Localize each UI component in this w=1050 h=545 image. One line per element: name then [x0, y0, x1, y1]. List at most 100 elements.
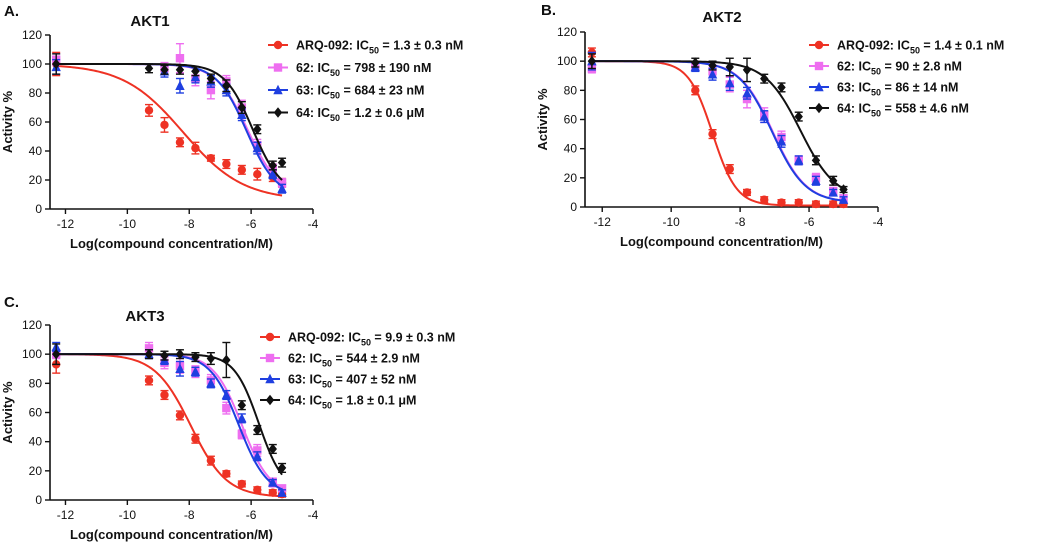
data-point [222, 159, 231, 169]
y-tick-label: 120 [22, 28, 42, 42]
data-point [691, 86, 700, 95]
legend-marker [814, 61, 824, 71]
legend-equals: = [379, 39, 393, 53]
y-tick-label: 20 [29, 464, 43, 478]
data-point [777, 82, 786, 93]
data-point [237, 400, 247, 411]
legend-ic50-subscript: 50 [322, 401, 332, 411]
data-point [268, 443, 277, 455]
data-point [253, 124, 262, 135]
data-point [175, 54, 185, 63]
legend-ic50-value: 798 ± 190 nM [354, 61, 431, 75]
legend-item-63: 63: IC50 = 407 ± 52 nM [260, 373, 416, 390]
legend-ic50-prefix: : IC [851, 102, 871, 116]
legend-item-62: 62: IC50 = 798 ± 190 nM [268, 61, 431, 78]
legend-item-64: 64: IC50 = 1.8 ± 0.1 μM [260, 394, 416, 411]
data-point [175, 363, 185, 373]
data-point [794, 155, 804, 165]
legend-ic50-subscript: 50 [322, 359, 332, 369]
legend-equals: = [881, 60, 895, 74]
x-tick-label: -6 [804, 215, 815, 229]
legend-equals: = [332, 394, 346, 408]
data-point [828, 199, 838, 209]
legend-item-63: 63: IC50 = 684 ± 23 nM [268, 84, 424, 101]
data-point [253, 170, 262, 179]
legend-label: 62: IC50 = 544 ± 2.9 nM [288, 352, 420, 369]
data-point [51, 348, 61, 360]
data-point [725, 61, 734, 73]
legend-ic50-value: 684 ± 23 nM [354, 84, 424, 98]
data-point [760, 73, 769, 84]
legend-ic50-subscript: 50 [871, 109, 881, 119]
x-tick-label: -4 [873, 215, 884, 229]
data-point [277, 178, 287, 188]
panel-label: C. [4, 294, 19, 311]
y-axis-label: Activity % [0, 381, 15, 444]
data-point [175, 64, 185, 75]
data-point [190, 71, 201, 82]
data-point [777, 198, 786, 207]
data-point [587, 55, 597, 67]
data-point [253, 485, 262, 494]
x-tick-label: -12 [594, 215, 612, 229]
data-point [794, 198, 803, 207]
data-point [206, 154, 216, 163]
data-point [838, 194, 849, 204]
x-axis-label: Log(compound concentration/M) [620, 234, 823, 249]
legend-series-name: 62 [288, 352, 302, 366]
x-tick-label: -8 [735, 215, 746, 229]
y-tick-label: 100 [22, 57, 42, 71]
y-tick-label: 40 [29, 435, 43, 449]
x-tick-label: -10 [119, 217, 137, 231]
x-tick-label: -8 [184, 508, 195, 522]
y-tick-label: 100 [22, 347, 42, 361]
legend-series-name: 63 [288, 373, 302, 387]
legend-ic50-subscript: 50 [871, 67, 881, 77]
legend-equals: = [340, 84, 354, 98]
legend-marker [265, 373, 275, 384]
legend-label: 63: IC50 = 684 ± 23 nM [296, 84, 424, 101]
data-point [206, 85, 216, 95]
legend-series-name: 64 [837, 102, 851, 116]
legend-label: 63: IC50 = 86 ± 14 nM [837, 81, 958, 98]
data-point [191, 351, 200, 363]
legend-label: 64: IC50 = 558 ± 4.6 nM [837, 102, 969, 119]
data-point [708, 129, 717, 139]
data-point [160, 390, 169, 400]
panel-label: A. [4, 3, 19, 20]
fit-curve [56, 63, 283, 187]
legend-ic50-prefix: : IC [310, 84, 330, 98]
data-point [237, 109, 247, 119]
data-point [828, 175, 838, 186]
legend-item-64: 64: IC50 = 558 ± 4.6 nM [809, 102, 969, 119]
y-tick-label: 0 [35, 202, 42, 216]
legend-equals: = [340, 106, 354, 120]
legend-series-name: 63 [296, 84, 310, 98]
legend-equals: = [920, 39, 934, 53]
legend-ic50-prefix: : IC [341, 331, 361, 345]
fit-curve [56, 63, 283, 181]
legend-series-name: 63 [837, 81, 851, 95]
data-point [277, 487, 287, 497]
legend-marker [273, 84, 283, 95]
data-point [175, 80, 185, 90]
legend-ic50-prefix: : IC [310, 106, 330, 120]
y-tick-label: 80 [29, 376, 43, 390]
legend-ic50-value: 407 ± 52 nM [346, 373, 416, 387]
data-point [268, 160, 277, 171]
data-point [190, 366, 201, 376]
data-point [160, 120, 169, 130]
data-point [144, 63, 154, 74]
y-tick-label: 120 [557, 25, 577, 39]
legend-ic50-subscript: 50 [330, 91, 340, 101]
data-point [691, 57, 700, 68]
legend-label: ARQ-092: IC50 = 9.9 ± 0.3 nM [288, 331, 455, 348]
y-tick-label: 100 [557, 54, 577, 68]
legend-ic50-subscript: 50 [330, 68, 340, 78]
data-point [760, 195, 769, 204]
legend-series-name: 64 [296, 106, 310, 120]
fit-curve [591, 60, 844, 202]
x-tick-label: -12 [57, 217, 75, 231]
data-point [175, 348, 185, 360]
legend-ic50-value: 544 ± 2.9 nM [346, 352, 420, 366]
